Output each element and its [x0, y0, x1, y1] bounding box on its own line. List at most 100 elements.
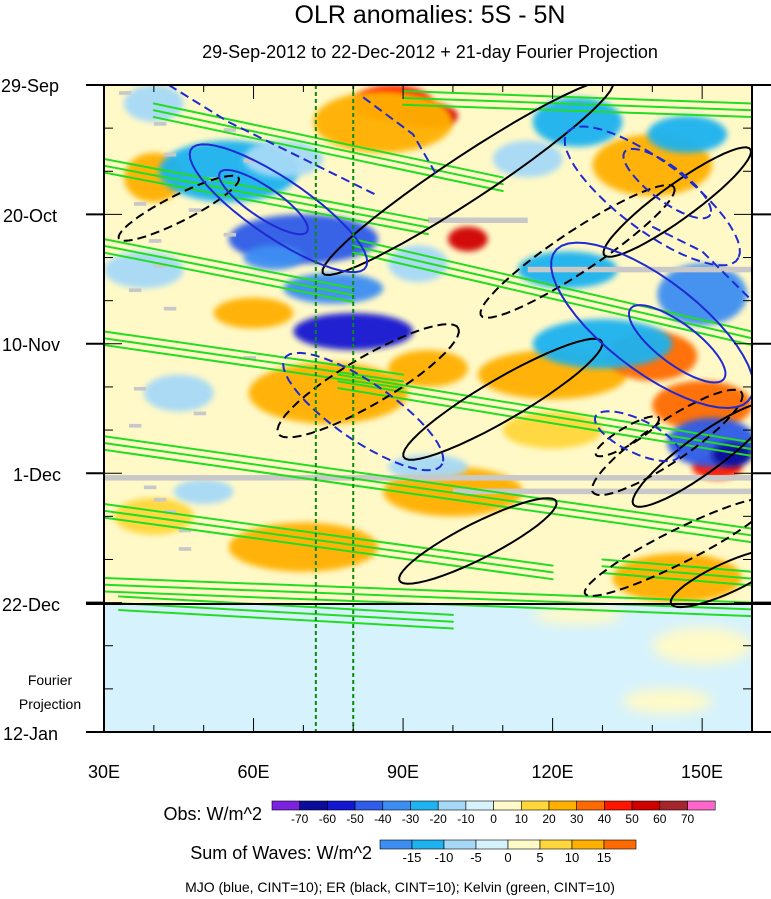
- colorbar-swatch: [659, 800, 688, 811]
- mjo-contour: [282, 351, 445, 472]
- mjo-contour: [550, 241, 752, 410]
- obs-anomaly-patch: [104, 251, 184, 289]
- projection-anomaly-patch: [153, 666, 254, 687]
- obs-anomaly-patch: [213, 297, 294, 329]
- y-tick-label: 20-Oct: [3, 206, 57, 226]
- colorbar-tick-label: -5: [470, 850, 482, 865]
- obs-anomaly-patch: [447, 226, 488, 252]
- missing-data-cell: [188, 208, 202, 212]
- x-tick-label: 150E: [681, 762, 723, 782]
- missing-data-cell: [133, 386, 147, 391]
- colorbar-tick-label: -70: [291, 812, 309, 826]
- colorbar-swatch: [354, 800, 384, 811]
- mjo-contour: [627, 304, 727, 384]
- obs-anomaly-patch: [243, 140, 324, 178]
- kelvin-contours: [104, 90, 752, 630]
- colorbar-swatch: [379, 839, 413, 850]
- missing-data-band: [452, 488, 752, 495]
- projection-anomaly-patch: [268, 621, 389, 646]
- kelvin-contour: [117, 595, 454, 616]
- mjo-contour-fragment: [362, 96, 439, 178]
- projection-anomaly-field: [153, 605, 752, 714]
- kelvin-contour: [104, 238, 355, 290]
- missing-data-band: [104, 475, 752, 481]
- colorbar-tick-label: -40: [374, 812, 392, 826]
- obs-anomaly-patch: [283, 272, 384, 304]
- projection-anomaly-patch: [622, 688, 713, 714]
- missing-data: [104, 91, 752, 551]
- missing-data-band: [527, 266, 752, 273]
- missing-data-cell: [128, 288, 142, 293]
- colorbar-swatch: [548, 800, 578, 811]
- obs-anomaly-patch: [243, 245, 304, 270]
- waves-colorbar-label: Sum of Waves: W/m^2: [190, 843, 372, 863]
- kelvin-contour: [152, 109, 504, 186]
- colorbar-tick-label: 60: [653, 812, 667, 826]
- colorbar-swatch: [411, 839, 445, 850]
- kelvin-contour: [104, 244, 355, 297]
- er-contour: [631, 404, 752, 508]
- missing-data-cell: [163, 510, 177, 514]
- colorbar-swatch: [687, 800, 716, 811]
- chart-subtitle: 29-Sep-2012 to 22-Dec-2012 + 21-day Four…: [202, 42, 658, 62]
- kelvin-contour: [104, 509, 554, 574]
- x-axis-labels: 30E 60E 90E 120E 150E: [88, 762, 723, 782]
- obs-anomaly-patch: [113, 497, 194, 535]
- kelvin-contour: [104, 251, 355, 303]
- projection-label-line1: Fourier: [28, 672, 73, 688]
- kelvin-contour: [104, 583, 752, 611]
- colorbar-swatch: [465, 800, 494, 811]
- kelvin-contour: [337, 373, 752, 444]
- kelvin-contour: [152, 102, 504, 179]
- kelvin-contour: [601, 565, 752, 580]
- missing-data-cell: [133, 202, 147, 206]
- colorbar-tick-label: 15: [597, 850, 611, 865]
- colorbar-swatch: [299, 800, 328, 811]
- obs-anomaly-patch: [388, 245, 448, 283]
- colorbar-tick-label: 40: [598, 812, 612, 826]
- kelvin-contour: [601, 572, 752, 587]
- mjo-contour: [218, 168, 309, 236]
- colorbar-swatch: [271, 800, 301, 811]
- colorbar-swatch: [539, 839, 573, 850]
- colorbar-tick-label: -60: [319, 812, 337, 826]
- er-contour: [602, 146, 752, 258]
- plot-frame: [103, 84, 753, 733]
- er-contour: [398, 497, 558, 585]
- waves-colorbar: Sum of Waves: W/m^2 -15 -10 -5 0 5 10 15: [190, 839, 637, 865]
- colorbar-swatch: [520, 800, 550, 811]
- colorbar-swatch: [327, 800, 356, 811]
- colorbar-tick-label: 20: [542, 812, 556, 826]
- kelvin-contour: [402, 103, 752, 119]
- x-tick-marks: [103, 85, 753, 732]
- mjo-contour: [593, 410, 681, 463]
- er-contour: [583, 498, 752, 597]
- colorbar-tick-label: -15: [403, 850, 422, 865]
- kelvin-contour: [104, 503, 554, 567]
- colorbar-tick-label: 50: [625, 812, 639, 826]
- colorbar-swatch: [437, 800, 467, 811]
- colorbar-swatch: [507, 839, 541, 850]
- er-contour: [594, 415, 661, 458]
- mjo-contour: [563, 125, 741, 267]
- kelvin-contour: [104, 157, 429, 222]
- colorbar-tick-label: -50: [346, 812, 364, 826]
- mjo-contour-fragment: [651, 225, 752, 302]
- kelvin-contour: [104, 516, 554, 581]
- y-tick-marks: [86, 84, 771, 733]
- x-tick-label: 120E: [531, 762, 573, 782]
- colorbar-tick-label: -10: [457, 812, 475, 826]
- kelvin-contour: [117, 602, 454, 623]
- colorbar-swatch: [382, 800, 411, 811]
- mjo-contours: [168, 85, 752, 472]
- missing-data-cell: [118, 91, 132, 95]
- missing-data-cell: [243, 158, 257, 163]
- colorbar-swatch: [604, 800, 633, 811]
- er-contour: [321, 85, 615, 277]
- obs-colorbar: Obs: W/m^2 -70 -60 -50 -40 -30 -20 -10 0 10 20 30 4…: [164, 800, 716, 826]
- obs-anomaly-patch: [143, 374, 214, 412]
- legend-footer: MJO (blue, CINT=10); ER (black, CINT=10)…: [185, 879, 615, 895]
- colorbar-tick-label: 5: [536, 850, 543, 865]
- colorbar-tick-label: 0: [504, 850, 511, 865]
- x-tick-label: 90E: [387, 762, 419, 782]
